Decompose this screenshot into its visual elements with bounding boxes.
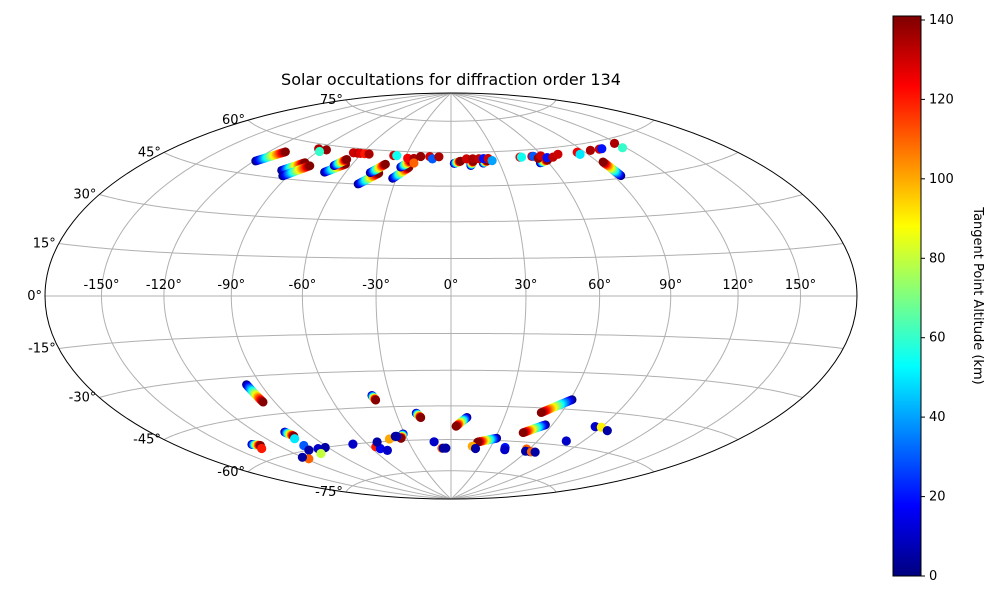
colorbar-label: Tangent Point Altitude (km) bbox=[970, 206, 985, 384]
occultation-point bbox=[416, 413, 426, 422]
parallel-line bbox=[247, 439, 655, 473]
graticule bbox=[45, 93, 857, 499]
map-boundary bbox=[44, 92, 858, 500]
occultation-point bbox=[609, 138, 620, 148]
x-tick-label: 60° bbox=[588, 278, 611, 293]
x-tick-label: -30° bbox=[362, 278, 390, 293]
colorbar-tick-label: 120 bbox=[929, 92, 954, 107]
y-tick-label: -15° bbox=[28, 342, 56, 357]
y-tick-label: 30° bbox=[73, 188, 96, 203]
occultation-point bbox=[585, 145, 596, 155]
occultation-point bbox=[297, 452, 307, 462]
parallel-line bbox=[58, 242, 844, 260]
y-tick-label: 75° bbox=[320, 93, 343, 108]
occultation-point bbox=[372, 437, 382, 447]
occultation-points bbox=[242, 138, 628, 464]
occultation-point bbox=[441, 443, 451, 453]
colorbar-tick-label: 140 bbox=[929, 13, 954, 28]
x-tick-label: 120° bbox=[722, 278, 753, 293]
x-tick-label: 90° bbox=[659, 278, 682, 293]
occultation-point bbox=[390, 431, 400, 441]
colorbar-tick-label: 80 bbox=[929, 251, 946, 266]
occultation-point bbox=[487, 156, 497, 166]
x-tick-label: 0° bbox=[444, 278, 459, 293]
occultation-point bbox=[516, 152, 527, 162]
occultation-point bbox=[553, 149, 563, 159]
colorbar: 0 20 40 60 80 100 120 140 Tangent Point Altitud… bbox=[892, 13, 985, 584]
occultation-point bbox=[281, 147, 290, 157]
colorbar-tick-label: 60 bbox=[929, 331, 946, 346]
occultation-point bbox=[290, 434, 300, 444]
occultation-point bbox=[434, 152, 444, 162]
occultation-point bbox=[304, 445, 314, 455]
occultation-point bbox=[409, 158, 419, 168]
y-tick-label: 60° bbox=[222, 113, 245, 128]
occultation-point bbox=[305, 161, 315, 171]
parallel-line bbox=[99, 369, 803, 398]
x-tick-label: -120° bbox=[146, 278, 182, 293]
y-tick-label: 45° bbox=[138, 146, 161, 161]
parallel-line bbox=[163, 152, 739, 187]
x-tick-label: 30° bbox=[514, 278, 537, 293]
occultation-point bbox=[429, 437, 439, 447]
occultation-point bbox=[451, 421, 461, 431]
occultation-point bbox=[258, 397, 268, 407]
occultation-point bbox=[530, 447, 540, 457]
occultation-point bbox=[617, 143, 628, 153]
y-tick-label: 0° bbox=[27, 289, 42, 304]
occultation-point bbox=[316, 448, 326, 459]
occultation-point bbox=[342, 155, 352, 164]
colorbar-ticks: 0 20 40 60 80 100 120 140 bbox=[921, 13, 954, 584]
occultation-point bbox=[382, 445, 392, 455]
occultation-point bbox=[597, 144, 607, 154]
occultation-point bbox=[602, 426, 612, 436]
occultation-point bbox=[470, 443, 481, 454]
y-tick-label: -45° bbox=[133, 433, 161, 448]
x-tick-label: 150° bbox=[785, 278, 816, 293]
occultation-point bbox=[257, 443, 267, 454]
occultation-point bbox=[536, 408, 546, 417]
occultation-point bbox=[575, 149, 585, 159]
parallel-line bbox=[345, 99, 557, 122]
parallel-line bbox=[247, 119, 655, 153]
colorbar-tick-label: 20 bbox=[929, 490, 946, 505]
x-tick-label: -60° bbox=[289, 278, 317, 293]
occultation-point bbox=[314, 146, 325, 157]
colorbar-tick-label: 0 bbox=[929, 569, 937, 584]
colorbar-tick-label: 40 bbox=[929, 410, 946, 425]
occultation-point bbox=[381, 159, 390, 169]
occultation-point bbox=[500, 445, 510, 455]
occultation-point bbox=[518, 428, 528, 438]
occultation-point bbox=[348, 439, 358, 449]
occultation-point bbox=[598, 157, 608, 167]
parallel-line bbox=[58, 332, 844, 350]
parallel-line bbox=[99, 194, 803, 223]
y-tick-label: -30° bbox=[69, 391, 97, 406]
occultation-point bbox=[321, 145, 331, 155]
occultation-point bbox=[416, 151, 426, 162]
parallel-line bbox=[345, 470, 557, 493]
parallel-line bbox=[163, 405, 739, 440]
colorbar-tick-label: 100 bbox=[929, 172, 954, 187]
chart-title: Solar occultations for diffraction order… bbox=[281, 70, 621, 89]
occultation-point bbox=[371, 395, 381, 405]
occultation-point bbox=[561, 436, 571, 446]
y-tick-label: 15° bbox=[33, 237, 56, 252]
occultation-point bbox=[364, 149, 374, 159]
y-tick-label: -75° bbox=[315, 485, 343, 500]
occultation-point bbox=[392, 151, 402, 161]
colorbar-gradient bbox=[892, 15, 922, 577]
x-tick-label: -90° bbox=[217, 278, 245, 293]
x-tick-label: -150° bbox=[83, 278, 119, 293]
